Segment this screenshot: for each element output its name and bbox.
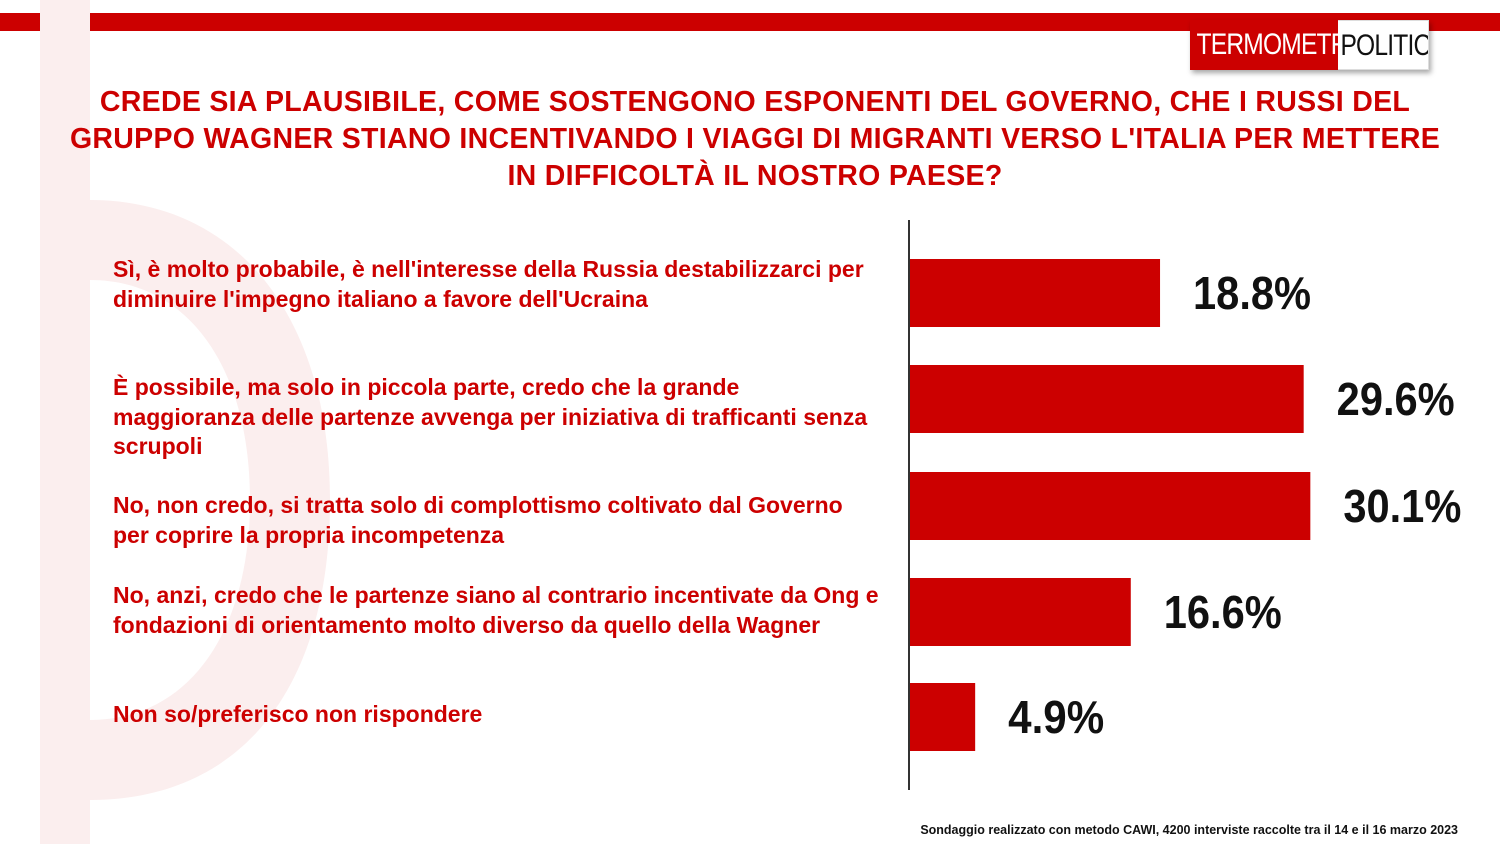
top-red-bar [0, 13, 1500, 31]
bar-3 [910, 472, 1311, 540]
answer-label-1: Sì, è molto probabile, è nell'interesse … [113, 256, 864, 312]
chart-axis-line [908, 220, 910, 790]
value-label-5: 4.9% [1008, 691, 1104, 743]
bar-4 [910, 578, 1131, 646]
value-label-1: 18.8% [1193, 267, 1311, 319]
termometro-politico-logo: TERMOMETRO POLITICO [1190, 20, 1429, 70]
watermark-logo [40, 0, 330, 844]
answer-label-5: Non so/preferisco non rispondere [113, 701, 483, 727]
answer-label-2: È possibile, ma solo in piccola parte, c… [113, 374, 868, 459]
answer-label-4: No, anzi, credo che le partenze siano al… [113, 582, 879, 638]
bar-1 [910, 259, 1161, 327]
chart-title: CREDE SIA PLAUSIBILE, COME SOSTENGONO ES… [69, 86, 1441, 192]
bar-5 [910, 683, 976, 751]
survey-footnote: Sondaggio realizzato con metodo CAWI, 42… [920, 823, 1458, 837]
answer-label-3: No, non credo, si tratta solo di complot… [113, 492, 843, 548]
value-label-4: 16.6% [1164, 586, 1282, 638]
value-label-2: 29.6% [1337, 373, 1455, 425]
value-label-3: 30.1% [1343, 480, 1461, 532]
bar-2 [910, 365, 1304, 433]
